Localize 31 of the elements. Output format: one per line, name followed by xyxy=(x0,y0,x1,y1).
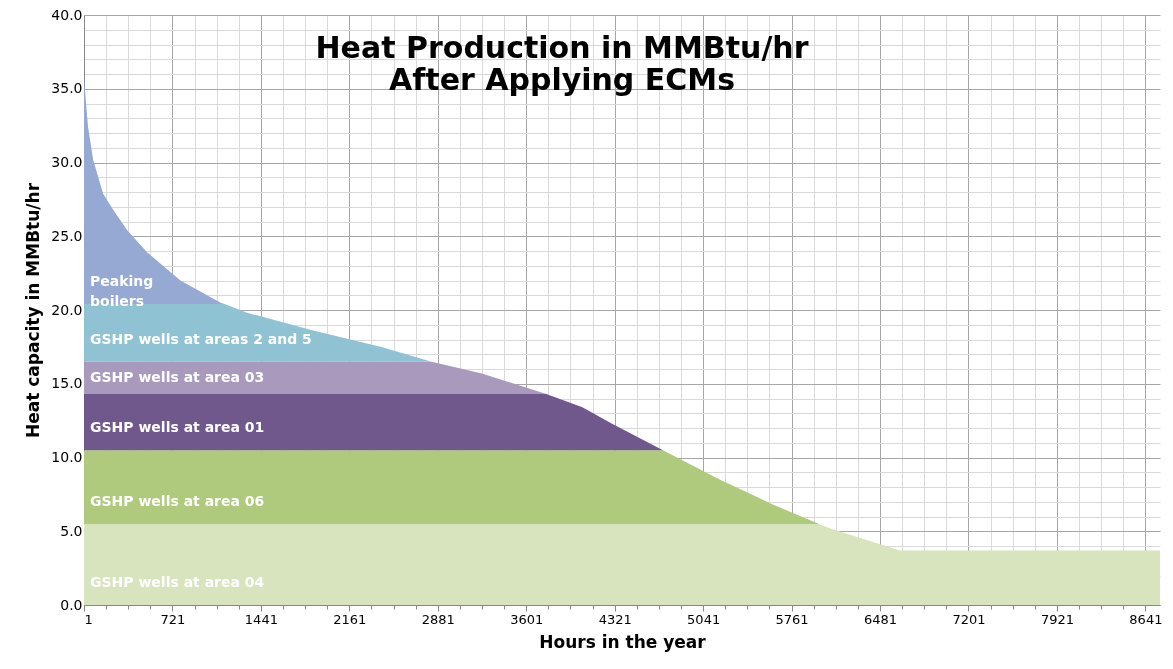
y-tick-label: 10.0 xyxy=(51,449,83,465)
series-label: GSHP wells at areas 2 and 5 xyxy=(90,330,312,347)
x-tick-label: 7201 xyxy=(952,611,986,627)
y-tick-label: 25.0 xyxy=(51,227,83,244)
y-tick-label: 35.0 xyxy=(51,80,83,97)
series-label: Peaking boilers xyxy=(90,272,154,309)
text: Heat Production in MMBtu/hr After Applying ECMs xyxy=(315,30,809,97)
y-tick-label: 40.0 xyxy=(51,6,83,23)
y-axis-title: Heat capacity in MMBtu/hr xyxy=(23,182,44,439)
y-tick-label: 15.0 xyxy=(51,375,83,392)
series-label: GSHP wells at area 01 xyxy=(90,419,265,435)
x-tick-label: 5041 xyxy=(687,611,721,627)
y-tick-label: 5.0 xyxy=(60,522,83,539)
x-tick-label: 2881 xyxy=(421,611,455,627)
series-label: GSHP wells at area 04 xyxy=(90,573,265,590)
x-axis-title: Hours in the year xyxy=(539,631,707,652)
y-tick-label: 30.0 xyxy=(51,154,83,170)
series-label: GSHP wells at area 06 xyxy=(90,492,265,509)
x-tick-label: 4321 xyxy=(598,611,632,627)
x-tick-label: 721 xyxy=(160,611,186,627)
x-tick-label: 6481 xyxy=(863,611,898,627)
x-tick-label: 2161 xyxy=(333,611,367,627)
x-tick-label: 1 xyxy=(84,611,93,627)
y-tick-label: 20.0 xyxy=(51,301,83,318)
x-tick-label: 5761 xyxy=(775,611,809,627)
series-label: GSHP wells at area 03 xyxy=(90,368,265,385)
x-tick-label: 1441 xyxy=(244,611,278,627)
y-tick-label: 0.0 xyxy=(60,596,83,613)
x-tick-label: 8641 xyxy=(1129,611,1163,627)
x-tick-label: 7921 xyxy=(1040,611,1074,627)
x-tick-label: 3601 xyxy=(510,611,544,627)
